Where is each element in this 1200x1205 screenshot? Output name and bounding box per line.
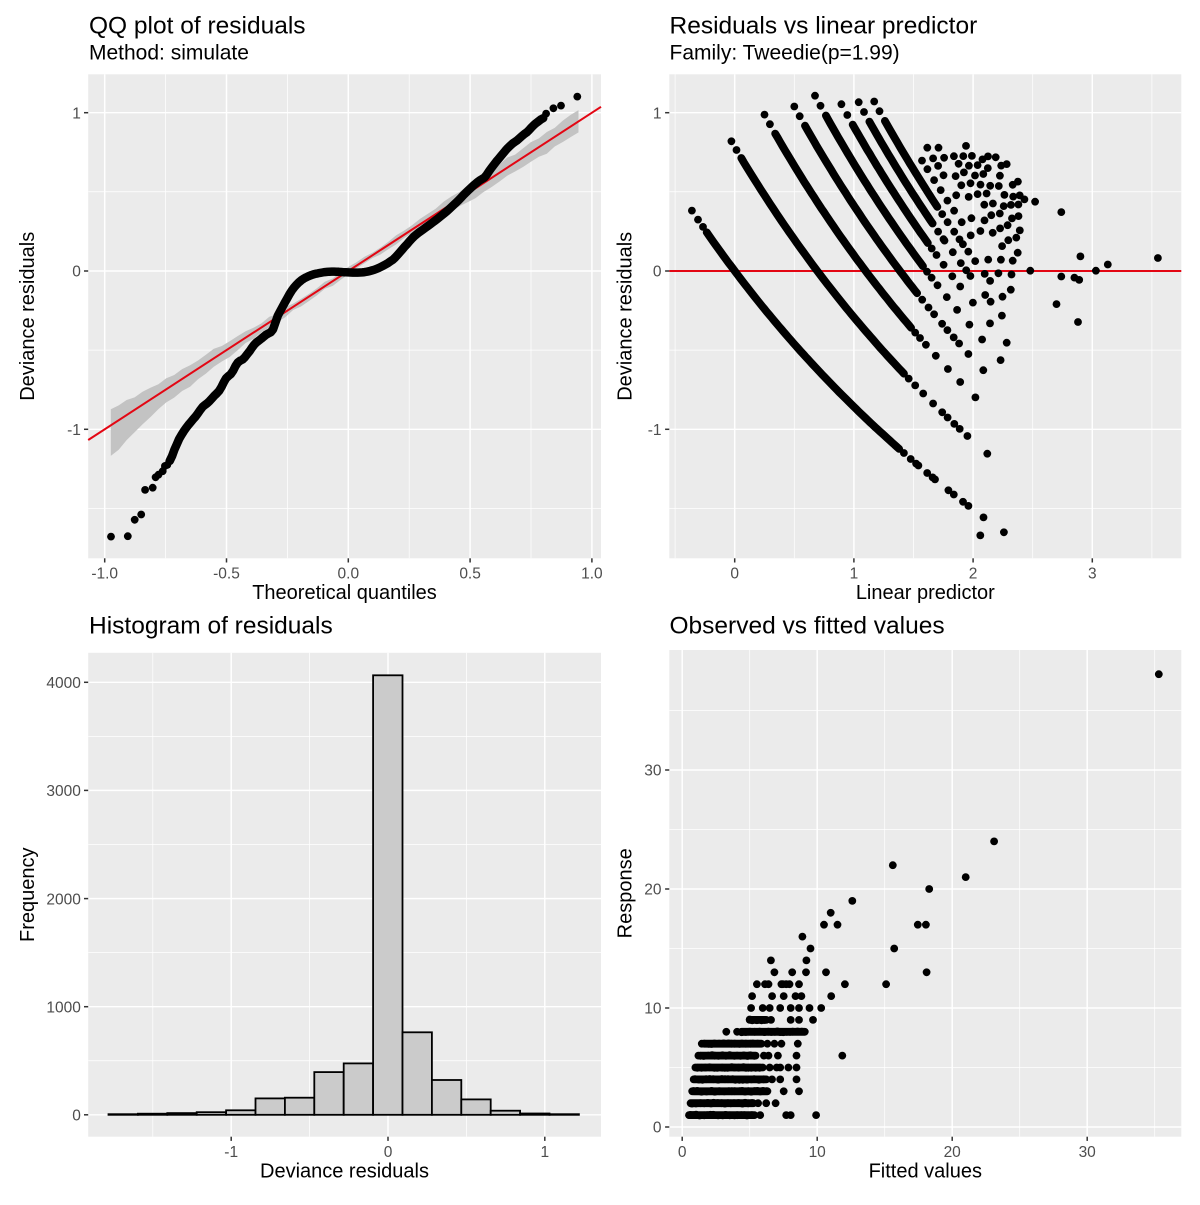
svg-text:4000: 4000 [46,675,81,692]
svg-text:0: 0 [72,1108,81,1125]
svg-text:Fitted values: Fitted values [869,1161,982,1183]
svg-text:20: 20 [944,1144,962,1161]
svg-text:Deviance residuals: Deviance residuals [260,1161,429,1183]
svg-text:Deviance residuals: Deviance residuals [615,232,637,401]
svg-text:Frequency: Frequency [17,847,39,942]
svg-text:0: 0 [72,264,81,281]
svg-text:0: 0 [384,1144,393,1161]
svg-text:1000: 1000 [46,999,81,1016]
svg-text:1.0: 1.0 [581,565,603,582]
svg-text:20: 20 [644,882,662,899]
svg-text:Family: Tweedie(p=1.99): Family: Tweedie(p=1.99) [670,42,900,65]
svg-text:3000: 3000 [46,783,81,800]
svg-text:Method: simulate: Method: simulate [89,42,249,65]
svg-text:30: 30 [644,763,662,780]
svg-text:Observed vs fitted values: Observed vs fitted values [670,613,945,640]
svg-text:0.0: 0.0 [338,565,360,582]
svg-text:10: 10 [809,1144,827,1161]
svg-text:-0.5: -0.5 [213,565,240,582]
svg-text:2: 2 [969,565,978,582]
svg-text:Response: Response [615,848,637,938]
svg-text:-1.0: -1.0 [91,565,118,582]
svg-text:3: 3 [1088,565,1097,582]
svg-text:-1: -1 [648,422,662,439]
svg-text:0: 0 [653,1120,662,1137]
svg-text:10: 10 [644,1001,662,1018]
svg-text:1: 1 [850,565,859,582]
svg-text:30: 30 [1079,1144,1097,1161]
svg-text:Residuals vs linear predictor: Residuals vs linear predictor [670,13,978,40]
svg-text:1: 1 [653,105,662,122]
svg-text:1: 1 [540,1144,549,1161]
svg-text:-1: -1 [224,1144,238,1161]
svg-text:-1: -1 [67,422,81,439]
svg-text:0.5: 0.5 [459,565,481,582]
svg-text:0: 0 [678,1144,687,1161]
svg-text:0: 0 [730,565,739,582]
svg-text:1: 1 [72,105,81,122]
svg-text:Linear predictor: Linear predictor [856,582,995,604]
svg-text:Histogram of residuals: Histogram of residuals [89,613,333,640]
svg-text:Deviance residuals: Deviance residuals [17,232,39,401]
svg-text:QQ plot of residuals: QQ plot of residuals [89,13,306,40]
svg-text:Theoretical quantiles: Theoretical quantiles [252,582,437,604]
svg-text:0: 0 [653,264,662,281]
svg-text:2000: 2000 [46,891,81,908]
